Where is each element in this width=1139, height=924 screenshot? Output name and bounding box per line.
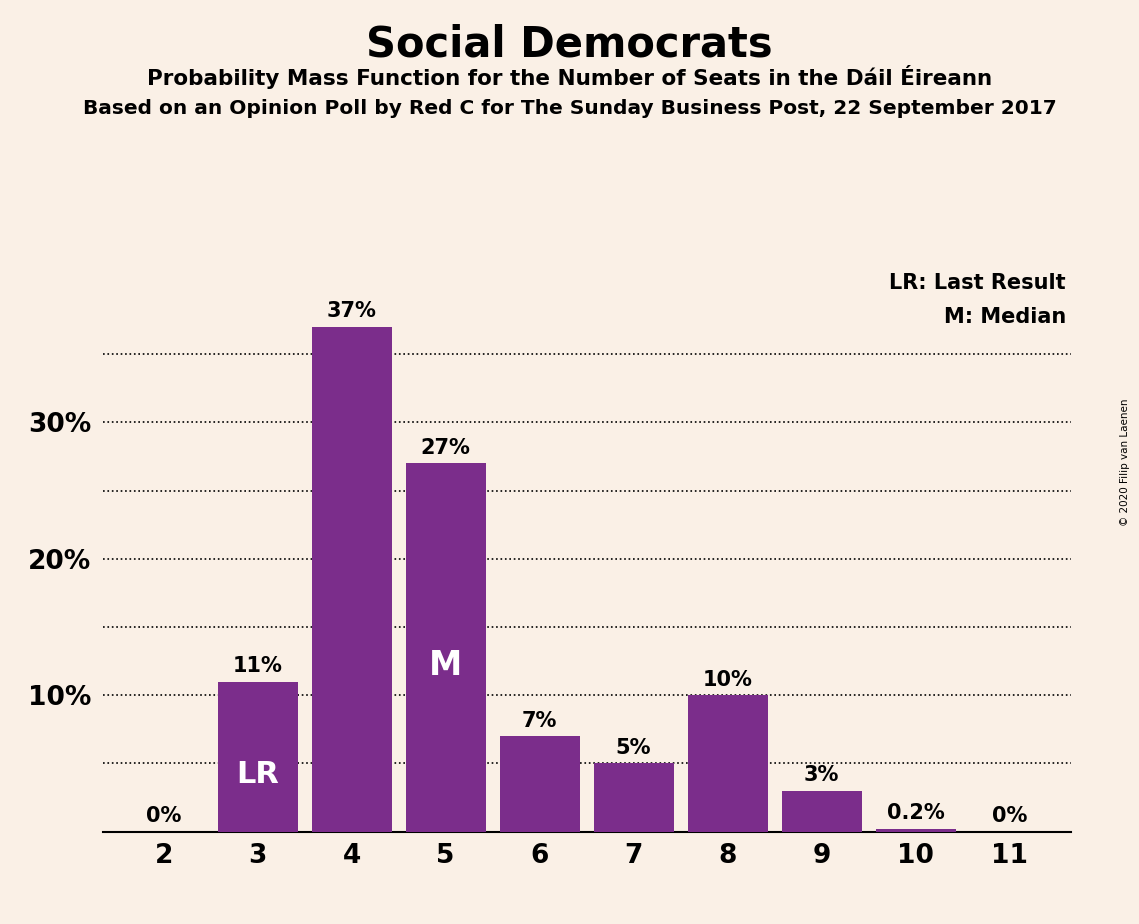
Bar xyxy=(218,682,297,832)
Bar xyxy=(500,736,580,832)
Bar xyxy=(405,463,485,832)
Text: 7%: 7% xyxy=(522,711,557,731)
Text: M: Median: M: Median xyxy=(943,308,1066,327)
Text: LR: Last Result: LR: Last Result xyxy=(890,274,1066,293)
Bar xyxy=(312,327,392,832)
Text: Social Democrats: Social Democrats xyxy=(366,23,773,65)
Text: © 2020 Filip van Laenen: © 2020 Filip van Laenen xyxy=(1121,398,1130,526)
Text: 10%: 10% xyxy=(703,670,753,689)
Text: 3%: 3% xyxy=(804,765,839,785)
Text: 0%: 0% xyxy=(146,806,181,826)
Text: 0%: 0% xyxy=(992,806,1027,826)
Bar xyxy=(876,829,956,832)
Bar xyxy=(688,695,768,832)
Text: 0.2%: 0.2% xyxy=(886,803,944,823)
Bar xyxy=(781,791,861,832)
Text: 5%: 5% xyxy=(616,738,652,758)
Text: M: M xyxy=(429,650,462,682)
Text: Based on an Opinion Poll by Red C for The Sunday Business Post, 22 September 201: Based on an Opinion Poll by Red C for Th… xyxy=(83,99,1056,118)
Text: 11%: 11% xyxy=(232,656,282,676)
Text: LR: LR xyxy=(236,760,279,789)
Text: 37%: 37% xyxy=(327,301,377,322)
Bar xyxy=(593,763,673,832)
Text: 27%: 27% xyxy=(420,438,470,458)
Text: Probability Mass Function for the Number of Seats in the Dáil Éireann: Probability Mass Function for the Number… xyxy=(147,65,992,89)
